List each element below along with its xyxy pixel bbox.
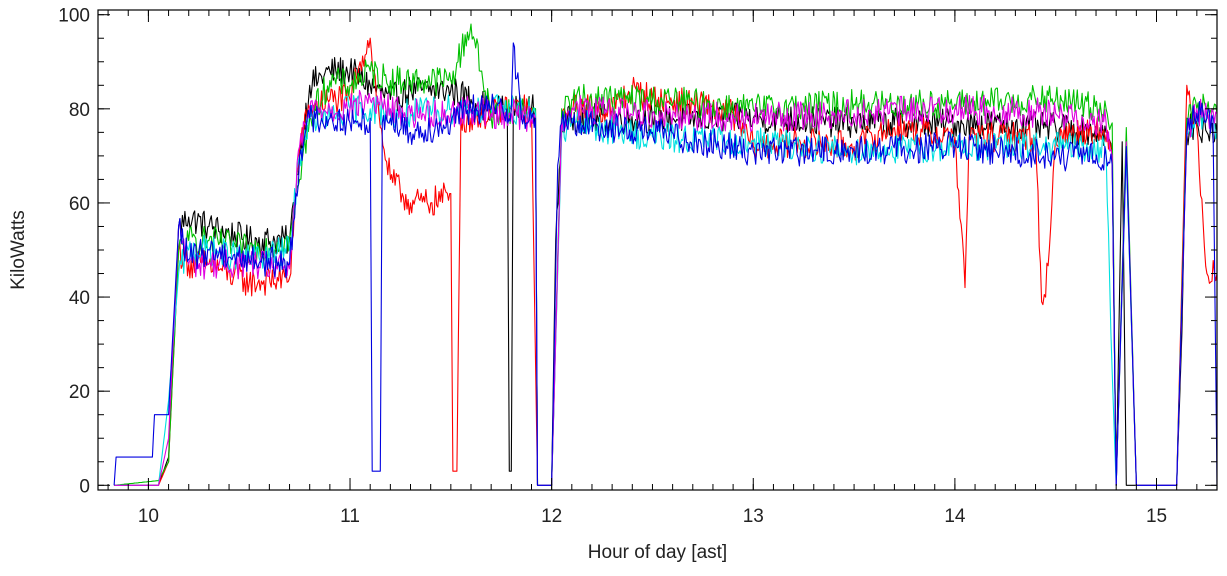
series-line-2	[114, 37, 1217, 486]
x-tick-label: 15	[1146, 506, 1167, 527]
y-tick-label: 60	[69, 194, 90, 215]
x-tick-label: 10	[138, 506, 159, 527]
y-tick-label: 80	[69, 100, 90, 121]
y-tick-label: 20	[69, 382, 90, 403]
ticks-layer: 10 11 12 13 14 15 0 20 40 60 80 100	[58, 6, 1218, 527]
series-line-3	[114, 23, 1217, 486]
series-line-6	[113, 42, 1217, 486]
y-tick-label: 100	[58, 6, 90, 27]
y-tick-label: 0	[79, 476, 90, 497]
series-layer	[113, 23, 1217, 486]
x-axis-title: Hour of day [ast]	[588, 542, 727, 563]
x-tick-label: 12	[541, 506, 562, 527]
x-tick-label: 11	[340, 506, 360, 527]
y-axis-title: KiloWatts	[8, 210, 29, 290]
x-tick-label: 14	[944, 506, 966, 527]
y-tick-label: 40	[69, 288, 90, 309]
x-tick-label: 13	[743, 506, 764, 527]
series-line-5	[114, 89, 1217, 486]
series-line-4	[114, 94, 1217, 486]
